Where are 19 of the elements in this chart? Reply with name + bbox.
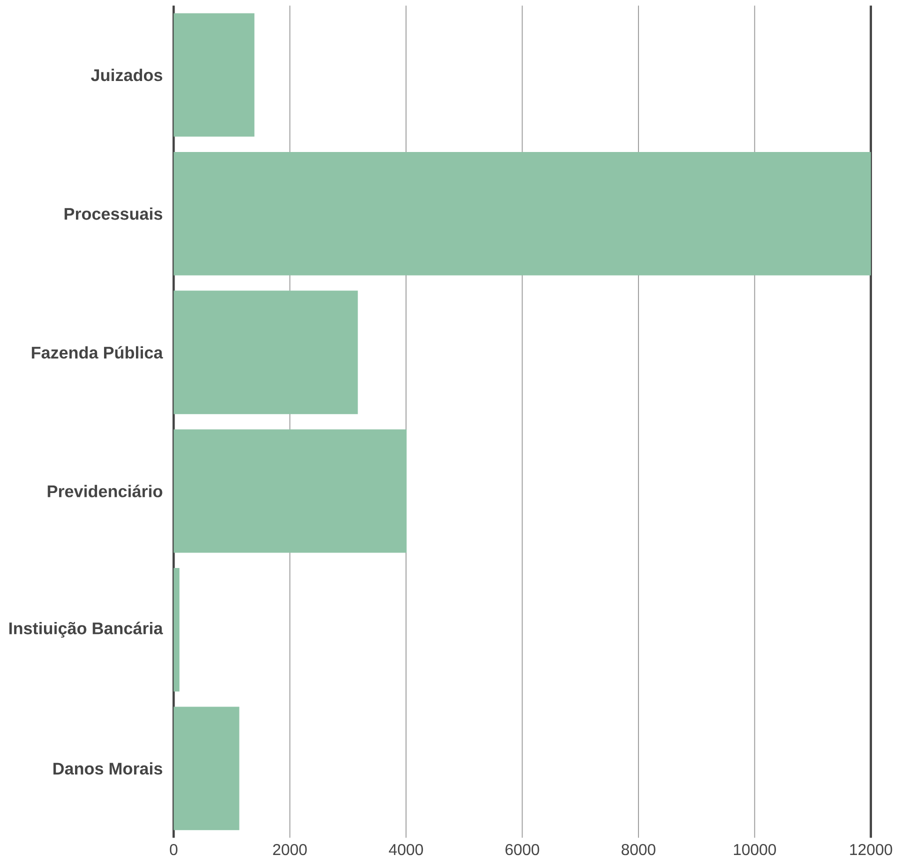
x-tick-label: 0 [170,844,178,855]
y-tick-label: Juizados [91,68,162,81]
y-tick-label: Processuais [64,207,162,220]
x-tick-label: 4000 [388,844,423,855]
y-tick-label: Danos Morais [53,762,162,774]
bar [174,568,180,692]
bar [174,290,358,414]
y-tick-label: Previdenciário [48,484,162,498]
bar [174,13,254,136]
bar [174,706,240,830]
x-tick-label: 10000 [734,844,776,855]
x-tick-label: 6000 [506,844,540,855]
x-tick-label: 8000 [622,844,656,855]
bar [174,429,407,553]
x-tick-label: 2000 [273,844,307,855]
y-tick-label: Fazenda Pública [32,346,164,358]
bar [174,152,871,276]
x-tick-label: 12000 [850,844,892,855]
y-tick-label: Instiuição Bancária [9,622,164,638]
